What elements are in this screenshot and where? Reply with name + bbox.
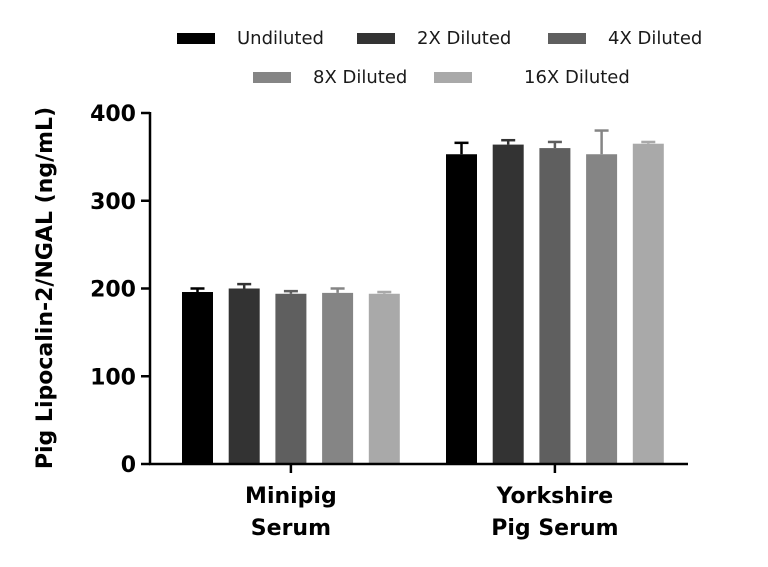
bar-2-0 xyxy=(275,293,307,464)
bar-0-1 xyxy=(446,154,477,464)
x-category-label-0-1: Serum xyxy=(251,516,331,541)
y-axis-label: Pig Lipocalin-2/NGAL (ng/mL) xyxy=(33,107,58,469)
legend-swatch-3 xyxy=(253,72,291,83)
legend-label-0: Undiluted xyxy=(237,28,324,49)
legend-label-1: 2X Diluted xyxy=(417,28,511,49)
bar-4-0 xyxy=(368,293,400,464)
y-ticks: 0 100 200 300 400 xyxy=(90,102,150,478)
bar-4-1 xyxy=(632,143,664,464)
x-categories: Minipig Serum Yorkshire Pig Serum xyxy=(245,464,619,541)
legend-label-2: 4X Diluted xyxy=(608,28,702,49)
x-category-label-0-0: Minipig xyxy=(245,484,337,509)
legend-swatch-4 xyxy=(434,72,472,83)
y-tick-label-0: 0 xyxy=(121,453,136,478)
y-tick-label-3: 300 xyxy=(90,190,136,215)
y-tick-label-1: 100 xyxy=(90,365,136,390)
legend-swatch-2 xyxy=(548,33,586,44)
y-axis-label-group: Pig Lipocalin-2/NGAL (ng/mL) xyxy=(33,107,58,469)
x-category-label-1-0: Yorkshire xyxy=(496,484,614,509)
y-tick-label-4: 400 xyxy=(90,102,136,127)
bars xyxy=(182,143,664,464)
error-bars xyxy=(190,129,656,294)
legend-label-4: 16X Diluted xyxy=(524,67,630,88)
bar-0-0 xyxy=(182,292,213,464)
y-tick-label-2: 200 xyxy=(90,278,136,303)
legend-label-3: 8X Diluted xyxy=(313,67,407,88)
legend-swatch-1 xyxy=(357,33,395,44)
x-category-label-1-1: Pig Serum xyxy=(491,516,618,541)
bar-1-0 xyxy=(228,288,260,464)
bar-1-1 xyxy=(492,144,524,464)
bar-2-1 xyxy=(539,148,571,464)
bar-3-0 xyxy=(322,292,354,464)
legend-swatch-0 xyxy=(177,33,215,44)
legend: Undiluted 2X Diluted 4X Diluted 8X Diluted 1… xyxy=(177,28,702,88)
bar-3-1 xyxy=(586,154,618,464)
